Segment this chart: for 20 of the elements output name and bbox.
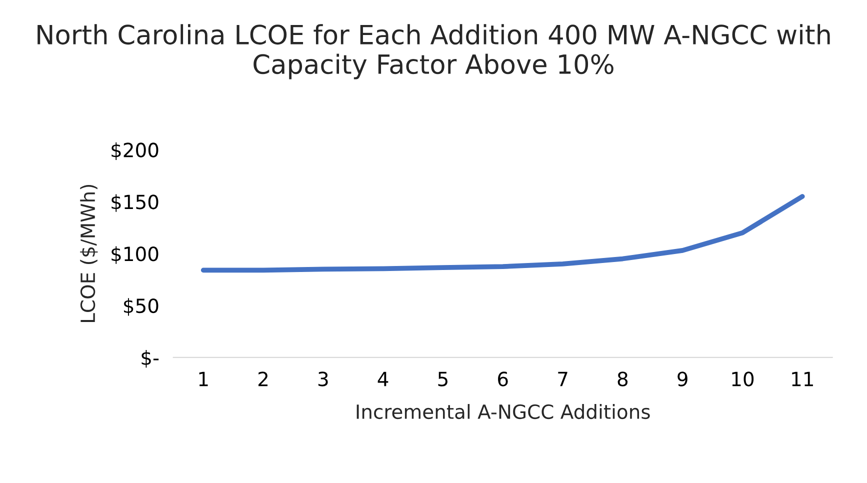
x-tick-label: 5 bbox=[438, 372, 448, 386]
line-series bbox=[200, 194, 805, 273]
x-tick-label: 10 bbox=[732, 372, 754, 386]
y-tick-label: $150 bbox=[112, 194, 158, 212]
x-tick-label: 3 bbox=[318, 372, 328, 386]
y-tick-label: $50 bbox=[124, 298, 158, 316]
y-tick-label: $100 bbox=[112, 246, 158, 264]
x-tick-label: 7 bbox=[558, 372, 568, 386]
x-tick-label: 11 bbox=[792, 372, 813, 386]
x-tick-label: 2 bbox=[258, 372, 268, 386]
y-axis-title: LCOE ($/MWh) bbox=[80, 184, 98, 322]
chart-title: North Carolina LCOE for Each Addition 400 MW A-NGCC with Capacity Factor Above 10% bbox=[38, 24, 830, 80]
x-tick-label: 6 bbox=[498, 372, 508, 386]
x-tick-label: 1 bbox=[199, 372, 208, 386]
x-axis-title: Incremental A-NGCC Additions bbox=[356, 404, 650, 420]
x-tick-label: 4 bbox=[378, 372, 388, 386]
x-tick-label: 8 bbox=[618, 372, 628, 386]
y-tick-label: $- bbox=[142, 350, 159, 368]
y-tick-label: $200 bbox=[112, 142, 158, 160]
x-tick-label: 9 bbox=[678, 372, 688, 386]
